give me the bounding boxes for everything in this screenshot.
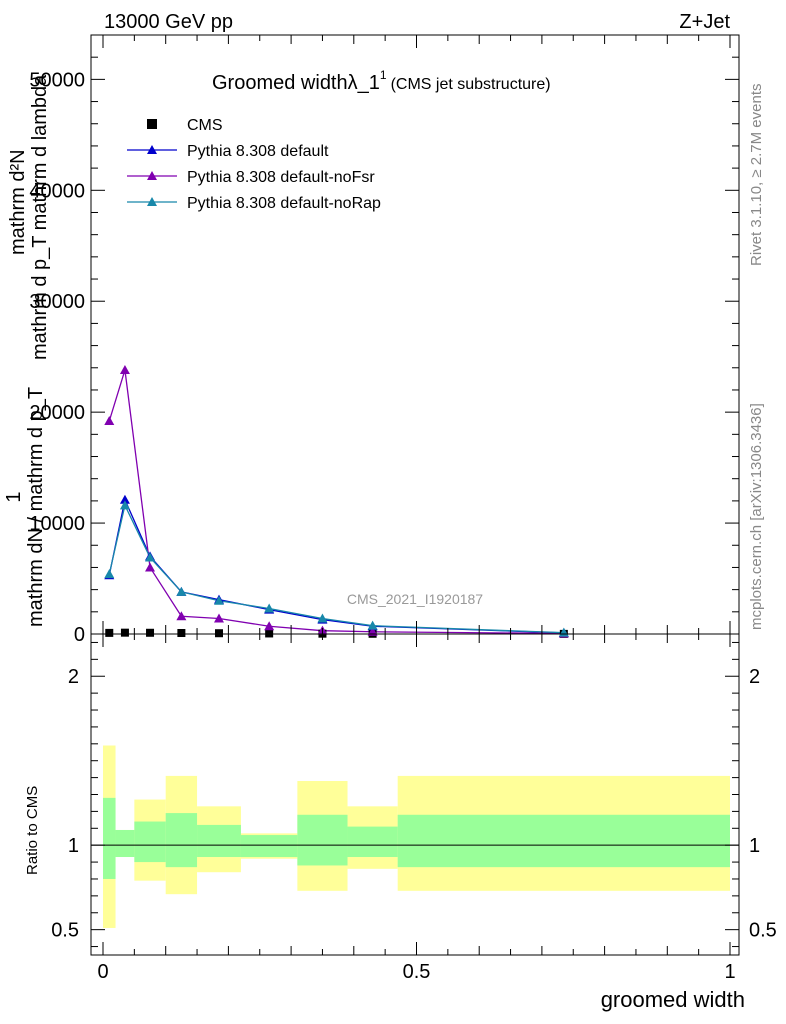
- data-point-3-6: [317, 613, 328, 623]
- series-line-1: [108, 497, 564, 634]
- y-tick-label: 50000: [29, 69, 85, 91]
- legend: CMS Pythia 8.308 default Pythia 8.308 defa…: [127, 117, 381, 212]
- data-point-2-0: [104, 416, 115, 426]
- ratio-y-tick-label-right: 2: [749, 666, 760, 688]
- ratio-bands: [103, 745, 730, 928]
- data-point-2-2: [145, 562, 156, 572]
- x-tick-label: 1: [724, 961, 735, 983]
- data-point-3-7: [367, 620, 378, 630]
- series-markers: [104, 364, 569, 638]
- data-point-0-1: [120, 628, 129, 637]
- ratio-band-1-bin-0: [103, 797, 116, 879]
- ratio-y-tick-label-right: 0.5: [749, 920, 777, 942]
- y-tick-label: 10000: [29, 513, 85, 535]
- axes: [90, 34, 740, 956]
- ratio-y-tick-label: 1: [68, 835, 79, 857]
- ylabel-prefix-top: 1: [3, 491, 25, 502]
- side-label-rivet: Rivet 3.1.10, ≥ 2.7M events: [748, 84, 765, 267]
- legend-marker-3: [147, 197, 157, 206]
- ratio-band-1-bin-4: [197, 824, 241, 858]
- legend-label-1: Pythia 8.308 default: [187, 143, 329, 160]
- y-tick-label: 30000: [29, 291, 85, 313]
- ratio-ylabel: Ratio to CMS: [24, 786, 41, 875]
- tick-labels: 0 10000 20000 30000 40000 50000 0.5 0.5 1 1 2 2 0 0.5…: [29, 69, 776, 983]
- ratio-band-1-bin-6: [297, 814, 348, 866]
- side-label-mcplots: mcplots.cern.ch [arXiv:1306.3436]: [748, 403, 765, 630]
- series-line-3: [108, 503, 564, 634]
- y-tick-label: 0: [74, 624, 85, 646]
- legend-label-3: Pythia 8.308 default-noRap: [187, 195, 381, 212]
- data-point-1-1: [119, 494, 130, 504]
- legend-marker-1: [147, 145, 157, 154]
- legend-label-2: Pythia 8.308 default-noFsr: [187, 169, 375, 186]
- data-point-2-1: [119, 364, 130, 374]
- data-point-0-4: [214, 629, 223, 638]
- data-point-2-3: [176, 611, 187, 621]
- ratio-band-1-bin-5: [240, 835, 298, 858]
- ratio-band-1-bin-3: [165, 813, 198, 868]
- data-point-0-5: [265, 629, 274, 638]
- y-tick-label: 20000: [29, 402, 85, 424]
- ratio-y-tick-label-right: 1: [749, 835, 760, 857]
- energy-label: 13000 GeV pp: [104, 11, 233, 33]
- data-point-3-0: [104, 569, 115, 579]
- ylabel-bottom: mathrm d p_T mathrm d lambda: [29, 74, 51, 360]
- data-point-2-4: [213, 613, 224, 623]
- legend-marker-0: [147, 119, 157, 129]
- data-point-3-4: [213, 595, 224, 605]
- xlabel: groomed width: [601, 987, 745, 1012]
- x-tick-label: 0.5: [403, 961, 431, 983]
- ylabel-prefix-bottom: mathrm dN / mathrm d p_T: [25, 387, 47, 627]
- ratio-y-tick-label: 2: [68, 666, 79, 688]
- data-point-3-1: [119, 500, 130, 510]
- x-tick-label: 0: [97, 961, 108, 983]
- ratio-band-1-bin-8: [397, 814, 730, 868]
- watermark: CMS_2021_I1920187: [347, 591, 483, 607]
- chart-title-superscript: 1: [380, 68, 387, 82]
- ratio-band-1-bin-7: [347, 826, 398, 858]
- process-label: Z+Jet: [679, 11, 730, 33]
- ratio-y-tick-label: 0.5: [51, 920, 79, 942]
- y-tick-label: 40000: [29, 180, 85, 202]
- chart-title-main: Groomed widthλ_1: [212, 72, 380, 94]
- chart-subtitle: (CMS jet substructure): [391, 76, 551, 93]
- legend-marker-2: [147, 171, 157, 180]
- data-point-3-5: [264, 603, 275, 613]
- data-point-3-2: [145, 552, 156, 562]
- ylabel-top: mathrm d²N: [7, 149, 29, 255]
- data-point-0-0: [105, 628, 114, 637]
- chart-title: Groomed widthλ_11 (CMS jet substructure): [212, 68, 551, 94]
- legend-label-0: CMS: [187, 117, 223, 134]
- data-point-2-5: [264, 621, 275, 631]
- data-point-0-3: [177, 629, 186, 638]
- ratio-band-1-bin-2: [134, 821, 166, 863]
- ratio-band-1-bin-1: [115, 829, 135, 858]
- data-point-3-3: [176, 586, 187, 596]
- data-point-0-2: [146, 628, 155, 637]
